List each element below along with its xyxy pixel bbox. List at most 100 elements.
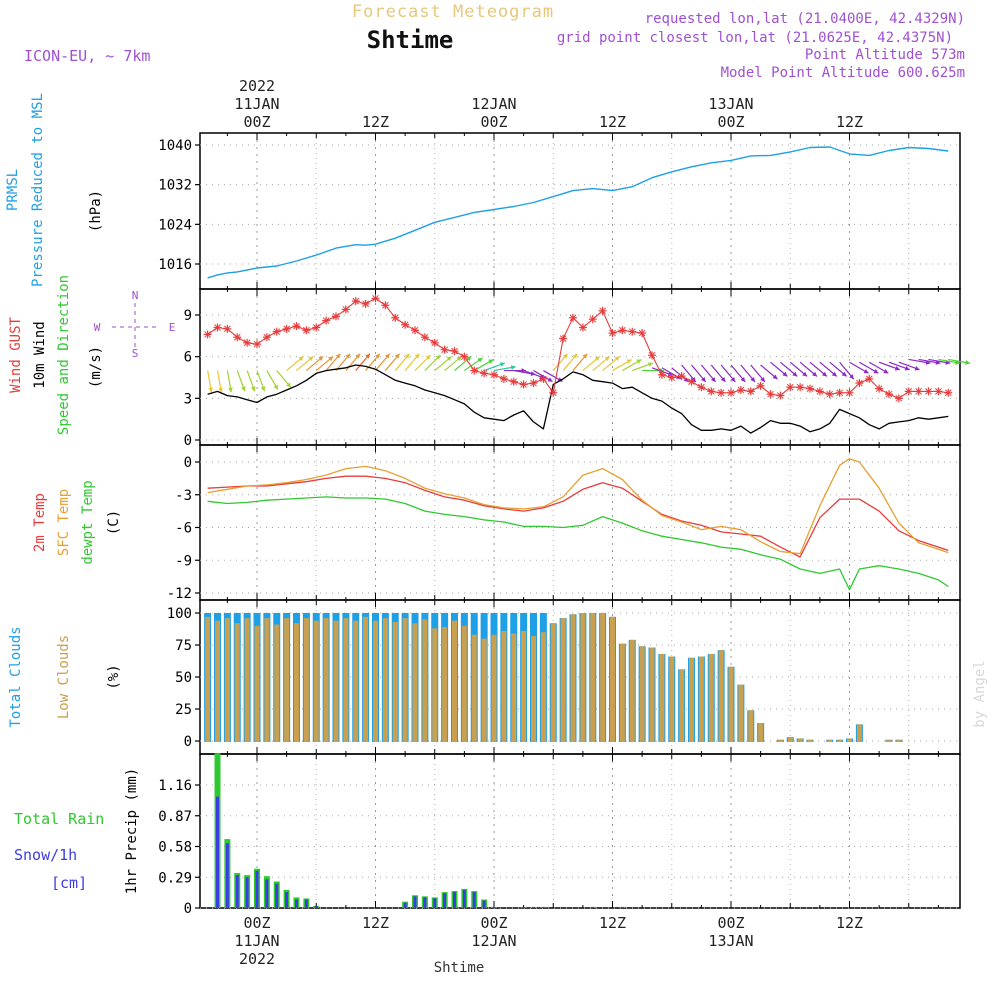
low-cloud-bar xyxy=(234,623,240,742)
gust-star xyxy=(312,323,321,332)
snow-bar xyxy=(482,900,486,908)
star-stroke xyxy=(826,390,834,398)
wind-arrow-head xyxy=(841,371,847,377)
star-stroke xyxy=(678,372,685,380)
gust-star xyxy=(736,386,745,394)
wind-arrow xyxy=(276,370,292,388)
low-cloud-bar xyxy=(333,620,339,742)
low-cloud-bar xyxy=(560,618,566,742)
star-stroke xyxy=(579,324,587,331)
low-cloud-bar xyxy=(619,643,625,742)
star-stroke xyxy=(806,385,814,392)
gust-star xyxy=(875,384,884,393)
low-cloud-bar xyxy=(343,618,349,742)
wind-arrow xyxy=(859,361,879,374)
low-cloud-bar xyxy=(600,613,606,742)
gust-star xyxy=(549,388,558,397)
wind-arrow xyxy=(325,353,341,371)
star-stroke xyxy=(856,379,863,387)
low-cloud-bar xyxy=(442,627,448,742)
snow-bar xyxy=(314,905,318,908)
star-stroke xyxy=(431,339,439,347)
gust-star xyxy=(203,330,212,339)
top-time-label: 13JAN xyxy=(708,95,753,113)
wind-arrow xyxy=(207,370,214,393)
wind-arrow-head xyxy=(488,359,494,364)
star-stroke xyxy=(421,333,429,341)
star-stroke xyxy=(569,314,577,322)
low-cloud-bar xyxy=(264,618,270,742)
gust-star xyxy=(430,338,439,347)
gust-star xyxy=(509,377,518,386)
top-time-label: 00Z xyxy=(243,113,270,131)
gust-star xyxy=(361,299,370,308)
star-stroke xyxy=(500,375,508,383)
wind-arrow-head xyxy=(831,371,837,377)
wind-arrow xyxy=(305,355,324,372)
wind-arrow xyxy=(473,359,494,372)
gust-star xyxy=(677,372,686,381)
star-stroke xyxy=(204,331,211,338)
wind-arrow xyxy=(849,361,869,374)
wind-arrow-head xyxy=(849,374,854,380)
wind-arrow-head xyxy=(414,353,420,359)
wind-arrow-head xyxy=(873,368,879,374)
snow-bar xyxy=(235,875,239,908)
wind-arrow xyxy=(740,364,756,383)
star-stroke xyxy=(303,326,310,334)
wind-arrow-head xyxy=(286,382,291,388)
compass-north: N xyxy=(132,289,139,302)
low-cloud-bar xyxy=(294,623,299,742)
low-cloud-bar xyxy=(580,613,586,742)
bottom-time-label: 00Z xyxy=(480,914,507,932)
snow-bar xyxy=(413,896,417,908)
low-cloud-bar xyxy=(629,639,635,742)
y-axis-label: Total Clouds xyxy=(8,626,24,727)
bottom-time-label: 12JAN xyxy=(471,932,516,950)
star-stroke xyxy=(648,351,656,359)
wind-arrow-head xyxy=(700,376,706,382)
wind-arrow xyxy=(592,355,610,372)
y-tick-label: 25 xyxy=(175,702,192,718)
wind-arrow-head xyxy=(614,356,620,362)
y-axis-label: PRMSL xyxy=(5,169,21,211)
legend-total-rain: Total Rain xyxy=(14,810,104,828)
wind-arrow xyxy=(335,353,351,371)
bottom-time-label: 13JAN xyxy=(708,932,753,950)
gust-star xyxy=(262,333,271,342)
wind-arrow-head xyxy=(683,377,689,382)
wind-arrow xyxy=(424,354,441,371)
star-stroke xyxy=(628,328,636,336)
model-point-altitude: Model Point Altitude 600.625m xyxy=(721,65,965,81)
snow-bar xyxy=(620,906,624,908)
star-stroke xyxy=(243,339,251,347)
wind-arrow xyxy=(296,355,314,372)
point-altitude: Point Altitude 573m xyxy=(805,47,965,63)
snow-bar xyxy=(255,870,259,908)
wind-arrow xyxy=(444,355,462,372)
wind-arrow xyxy=(819,361,838,377)
y-axis-label: Wind GUST xyxy=(8,317,24,393)
star-stroke xyxy=(520,381,527,388)
star-stroke xyxy=(816,388,824,395)
snow-bar xyxy=(225,843,229,908)
gust-star xyxy=(796,383,805,392)
wind-arrow xyxy=(760,364,778,380)
gust-star xyxy=(440,345,449,354)
y-axis-label: 2m Temp xyxy=(32,493,48,552)
low-cloud-bar xyxy=(708,653,714,742)
low-cloud-bar xyxy=(649,647,655,742)
wind-arrow xyxy=(464,357,483,372)
gust-star xyxy=(855,379,864,388)
gust-star xyxy=(450,347,459,356)
wind-arrow xyxy=(799,361,818,377)
wind-arrow-head xyxy=(904,365,910,371)
gust-star xyxy=(944,388,953,397)
wind-arrow xyxy=(286,355,304,372)
star-stroke xyxy=(411,326,419,334)
panel-wind: 0 3 6 9 xyxy=(184,288,961,449)
star-stroke xyxy=(619,326,626,334)
star-stroke xyxy=(293,322,300,330)
wind-arrow xyxy=(809,361,828,377)
gust-star xyxy=(894,394,903,403)
